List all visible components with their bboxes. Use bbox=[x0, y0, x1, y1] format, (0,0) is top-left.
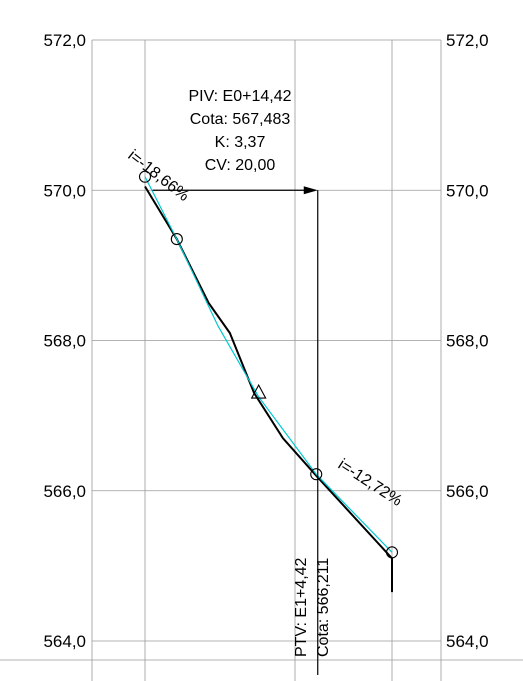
grade-label: i=-12,72% bbox=[335, 456, 405, 510]
y-tick-label-right: 570,0 bbox=[446, 181, 489, 200]
piv-arrow-head bbox=[303, 186, 318, 195]
label-layer: 572,0 572,0 570,0 570,0 568,0 568,0 566,0 566,0… bbox=[43, 31, 488, 657]
piv-triangle-marker bbox=[250, 383, 267, 399]
y-tick-label-left: 570,0 bbox=[43, 181, 86, 200]
y-tick-label-left: 566,0 bbox=[43, 482, 86, 501]
y-tick-label-right: 572,0 bbox=[446, 31, 489, 50]
design-grade-line bbox=[144, 176, 393, 553]
piv-annotation-line: PIV: E0+14,42 bbox=[188, 88, 291, 105]
y-tick-label-left: 564,0 bbox=[43, 632, 86, 651]
ground-profile-line bbox=[144, 185, 393, 593]
y-tick-label-left: 572,0 bbox=[43, 31, 86, 50]
piv-annotation-line: K: 3,37 bbox=[215, 134, 266, 151]
vertex-circle-marker bbox=[385, 546, 399, 559]
piv-annotation-line: Cota: 567,483 bbox=[190, 111, 291, 128]
vertex-circle-marker bbox=[170, 233, 183, 246]
ptv-annotation-line: PTV: E1+4,42 bbox=[293, 557, 310, 657]
y-tick-label-right: 568,0 bbox=[446, 332, 489, 351]
piv-annotation-line: CV: 20,00 bbox=[205, 157, 276, 174]
y-tick-label-right: 566,0 bbox=[446, 482, 489, 501]
grade-label: i=-18,66% bbox=[125, 147, 193, 205]
line-layer bbox=[144, 176, 393, 593]
y-tick-label-right: 564,0 bbox=[446, 632, 489, 651]
vertex-circle-marker bbox=[310, 468, 323, 481]
vertex-circle-marker bbox=[138, 170, 152, 183]
ptv-annotation-line: Cota: 566,211 bbox=[315, 558, 332, 657]
marker-layer bbox=[138, 170, 399, 675]
y-tick-label-left: 568,0 bbox=[43, 332, 86, 351]
